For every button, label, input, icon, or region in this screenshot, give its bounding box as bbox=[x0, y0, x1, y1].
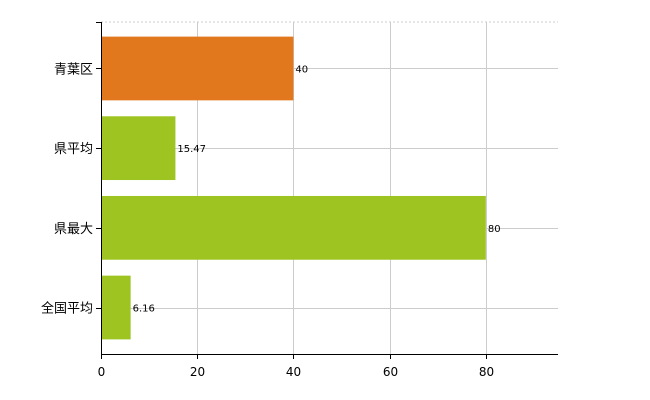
data-label-3: 6.16 bbox=[133, 304, 155, 315]
category-label-1: 県平均 bbox=[54, 142, 93, 157]
x-tick-label-4: 80 bbox=[479, 365, 494, 379]
bar-0 bbox=[101, 36, 294, 101]
category-label-2: 県最大 bbox=[54, 222, 93, 237]
x-tick-label-0: 0 bbox=[98, 365, 106, 379]
bar-2 bbox=[101, 195, 486, 260]
data-label-1: 15.47 bbox=[177, 144, 206, 155]
bar-3 bbox=[101, 275, 131, 340]
data-label-0: 40 bbox=[295, 64, 308, 75]
category-label-0: 青葉区 bbox=[54, 62, 93, 77]
category-label-3: 全国平均 bbox=[41, 301, 93, 317]
bar-1 bbox=[101, 116, 176, 181]
bars bbox=[101, 36, 486, 340]
x-tick-label-2: 40 bbox=[286, 365, 301, 379]
x-tick-label-1: 20 bbox=[190, 365, 205, 379]
x-tick-label-3: 60 bbox=[383, 365, 398, 379]
data-label-2: 80 bbox=[488, 224, 501, 235]
axes bbox=[96, 22, 558, 359]
